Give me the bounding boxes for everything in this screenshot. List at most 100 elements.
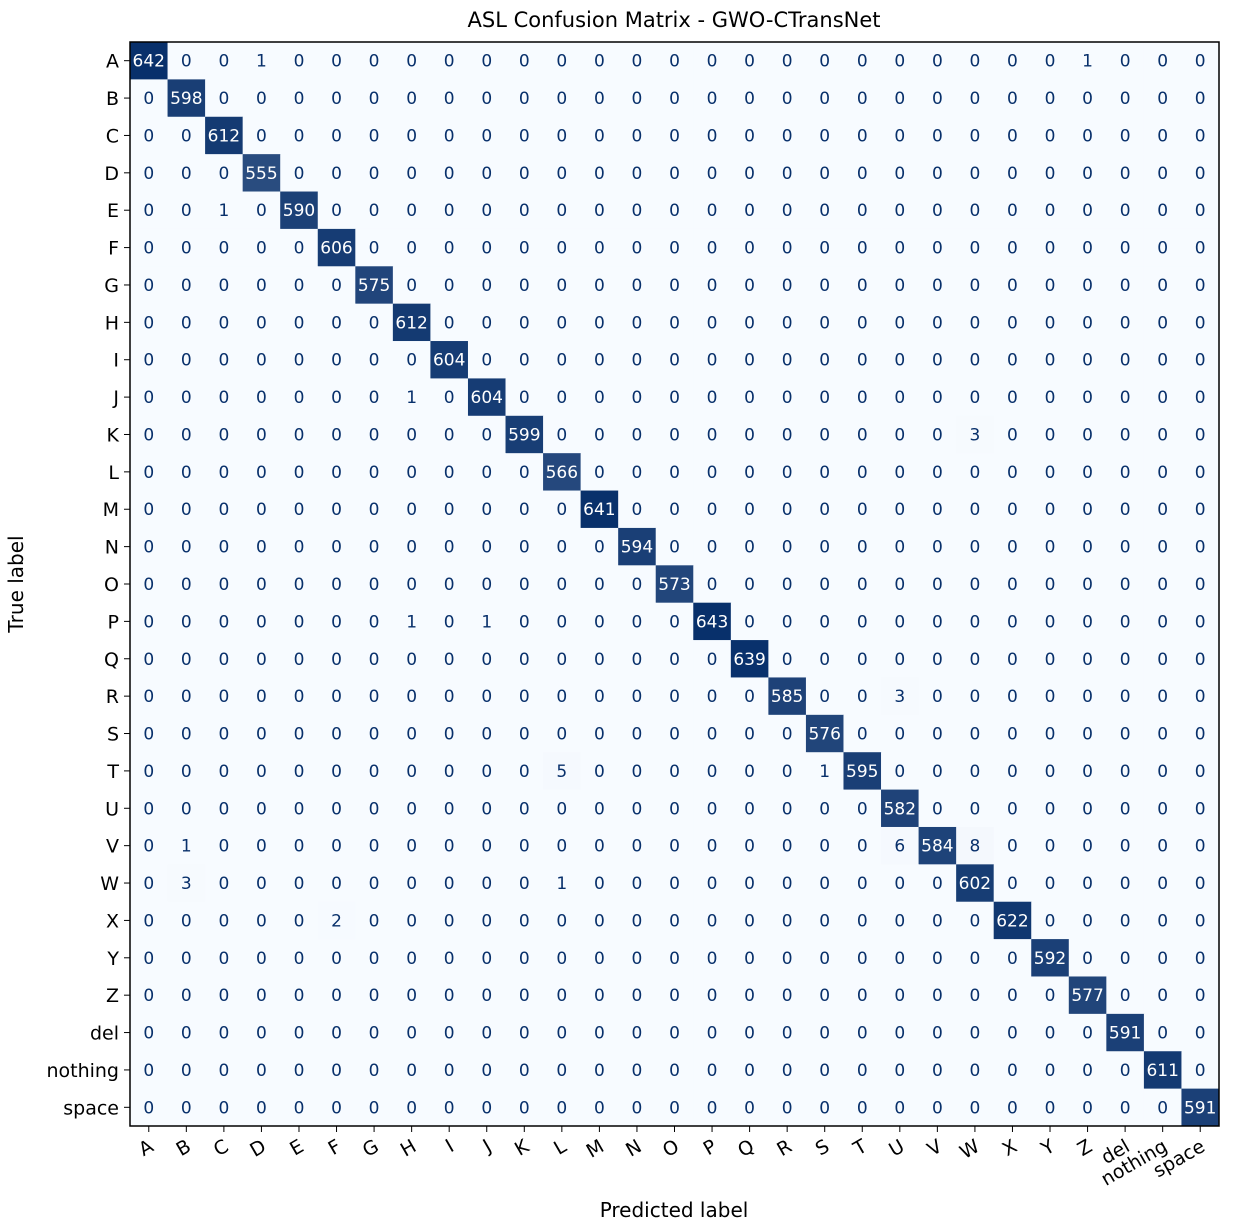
matrix-cell	[956, 901, 995, 940]
matrix-cell	[1106, 976, 1145, 1015]
matrix-cell	[730, 864, 769, 903]
matrix-cell	[355, 677, 394, 716]
matrix-cell	[693, 303, 732, 342]
cell-value-label: 0	[256, 799, 267, 819]
matrix-cell	[956, 1013, 995, 1052]
matrix-cell	[355, 1088, 394, 1127]
y-tick-label: W	[100, 873, 119, 895]
cell-value-label: 0	[1082, 126, 1093, 146]
matrix-cell	[392, 266, 431, 305]
matrix-cell	[242, 303, 281, 342]
matrix-cell	[918, 1013, 957, 1052]
cell-value-label: 0	[406, 986, 417, 1006]
cell-value-label: 0	[444, 837, 455, 857]
cell-value-label: 0	[331, 725, 342, 745]
cell-value-label: 1	[1082, 52, 1093, 72]
matrix-cell	[918, 939, 957, 977]
cell-value-label: 0	[932, 425, 943, 445]
cell-value-label: 0	[218, 837, 229, 857]
cell-value-label: 0	[218, 276, 229, 296]
matrix-cell	[805, 154, 844, 192]
cell-value-label: 0	[1157, 463, 1168, 483]
cell-value-label: 0	[782, 949, 793, 969]
matrix-cell	[1106, 191, 1145, 230]
matrix-cell	[805, 191, 844, 230]
matrix-cell	[993, 826, 1032, 865]
matrix-cell	[317, 303, 356, 342]
matrix-cell	[280, 864, 319, 903]
matrix-cell	[355, 266, 394, 305]
matrix-cell	[881, 378, 919, 417]
cell-value-label: 0	[331, 463, 342, 483]
cell-value-label: 0	[932, 126, 943, 146]
matrix-cell	[993, 228, 1032, 267]
cell-value-label: 0	[481, 351, 492, 371]
cell-value-label: 0	[369, 612, 380, 632]
cell-value-label: 0	[294, 276, 305, 296]
matrix-cell	[317, 415, 356, 454]
matrix-cell	[730, 1013, 769, 1052]
matrix-cell	[993, 191, 1032, 230]
cell-value-label: 0	[519, 874, 530, 894]
matrix-cell	[543, 1051, 582, 1090]
cell-value-label: 0	[857, 201, 868, 221]
matrix-cell	[805, 826, 844, 865]
x-tick-label: Y	[1037, 1135, 1059, 1161]
cell-value-label: 0	[932, 52, 943, 72]
matrix-cell	[1068, 976, 1107, 1015]
cell-value-label: 0	[1045, 1098, 1056, 1118]
matrix-cell	[280, 826, 319, 865]
cell-value-label: 0	[669, 89, 680, 109]
matrix-cell	[242, 789, 281, 828]
cell-value-label: 0	[782, 874, 793, 894]
cell-value-label: 0	[894, 500, 905, 520]
cell-value-label: 0	[481, 1098, 492, 1118]
cell-value-label: 0	[294, 463, 305, 483]
matrix-cell	[543, 864, 582, 903]
matrix-cell	[956, 116, 995, 155]
matrix-cell	[805, 789, 844, 828]
cell-value-label: 0	[857, 425, 868, 445]
cell-value-label: 0	[894, 1098, 905, 1118]
cell-value-label: 0	[894, 463, 905, 483]
matrix-cell	[1143, 266, 1182, 305]
cell-value-label: 1	[481, 612, 492, 632]
matrix-cell	[280, 228, 319, 267]
matrix-cell	[693, 1051, 732, 1090]
matrix-cell	[655, 191, 694, 230]
cell-value-label: 0	[1120, 687, 1131, 707]
matrix-cell	[430, 826, 469, 865]
matrix-cell	[317, 565, 356, 604]
cell-value-label: 0	[782, 911, 793, 931]
matrix-cell	[355, 378, 394, 417]
cell-value-label: 0	[181, 538, 192, 558]
x-tick-label: Z	[1074, 1135, 1096, 1161]
cell-value-label: 0	[969, 949, 980, 969]
matrix-cell	[881, 565, 919, 604]
matrix-cell	[881, 752, 919, 790]
matrix-cell	[580, 116, 619, 155]
matrix-cell	[843, 378, 882, 417]
cell-value-label: 0	[294, 575, 305, 595]
matrix-cell	[655, 826, 694, 865]
matrix-cell	[655, 602, 694, 641]
cell-value-label: 0	[1082, 538, 1093, 558]
matrix-cell	[881, 976, 919, 1015]
y-tick-label: S	[107, 724, 119, 746]
cell-value-label: 0	[444, 799, 455, 819]
matrix-cell	[430, 901, 469, 940]
cell-value-label: 0	[331, 986, 342, 1006]
matrix-cell	[580, 527, 619, 566]
cell-value-label: 0	[894, 762, 905, 782]
matrix-cell	[430, 1088, 469, 1127]
cell-value-label: 0	[519, 239, 530, 259]
matrix-cell	[881, 1013, 919, 1052]
matrix-cell	[768, 602, 807, 641]
cell-value-label: 0	[519, 126, 530, 146]
y-tick-label: E	[107, 200, 119, 222]
cell-value-label: 0	[932, 1061, 943, 1081]
cell-value-label: 0	[744, 52, 755, 72]
cell-value-label: 0	[1120, 538, 1131, 558]
matrix-cell	[918, 1088, 957, 1127]
